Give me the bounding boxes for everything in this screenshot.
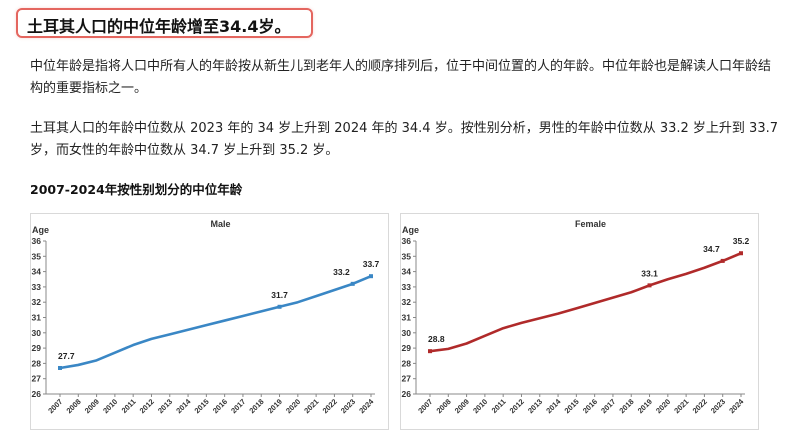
data-label: 27.7 — [58, 351, 75, 361]
y-tick-label: 34 — [402, 267, 412, 277]
y-tick-label: 29 — [402, 343, 412, 353]
data-label: 28.8 — [428, 334, 445, 344]
y-tick-label: 31 — [402, 313, 412, 323]
paragraph-definition: 中位年龄是指将人口中所有人的年龄按从新生儿到老年人的顺序排列后，位于中间位置的人… — [30, 59, 772, 96]
data-point-marker — [277, 304, 282, 309]
series-line — [59, 274, 372, 370]
section-title: 2007-2024年按性别划分的中位年龄 — [30, 182, 243, 197]
data-point-marker — [369, 274, 373, 279]
y-tick-label: 32 — [402, 297, 412, 307]
y-tick-label: 36 — [32, 236, 42, 246]
y-tick-label: 33 — [32, 282, 42, 292]
paragraph-statistics: 土耳其人口的年龄中位数从 2023 年的 34 岁上升到 2024 年的 34.… — [30, 121, 779, 158]
y-tick-label: 30 — [32, 328, 42, 338]
data-point-marker — [739, 251, 743, 256]
y-tick-label: 26 — [32, 389, 42, 399]
y-tick-label: 26 — [402, 389, 412, 399]
y-tick-label: 30 — [402, 328, 412, 338]
y-tick-label: 35 — [402, 251, 412, 261]
y-tick-label: 33 — [402, 282, 412, 292]
data-label: 31.7 — [271, 290, 288, 300]
y-axis-label: Age — [402, 225, 419, 235]
data-label: 35.2 — [733, 236, 750, 246]
page-headline: 土耳其人口的中位年龄增至34.4岁。 — [27, 17, 291, 36]
y-tick-label: 31 — [32, 313, 42, 323]
series-line — [429, 252, 742, 353]
y-tick-label: 36 — [402, 236, 412, 246]
data-label: 33.7 — [363, 259, 380, 269]
data-point-marker — [720, 258, 725, 263]
data-point-marker — [428, 349, 432, 354]
y-tick-label: 34 — [32, 267, 42, 277]
data-point-marker — [350, 281, 355, 286]
data-label: 34.7 — [703, 244, 720, 254]
y-tick-label: 27 — [32, 374, 42, 384]
headline-highlight-box — [16, 8, 313, 38]
chart-frame — [30, 213, 389, 430]
y-tick-label: 27 — [402, 374, 412, 384]
chart-title: Female — [575, 219, 606, 229]
y-tick-label: 28 — [402, 358, 412, 368]
y-tick-label: 32 — [32, 297, 42, 307]
y-tick-label: 29 — [32, 343, 42, 353]
y-tick-label: 28 — [32, 358, 42, 368]
data-point-marker — [647, 283, 652, 288]
data-point-marker — [58, 365, 62, 370]
chart-title: Male — [210, 219, 230, 229]
data-label: 33.2 — [333, 267, 350, 277]
data-label: 33.1 — [641, 268, 658, 278]
y-axis-label: Age — [32, 225, 49, 235]
y-tick-label: 35 — [32, 251, 42, 261]
